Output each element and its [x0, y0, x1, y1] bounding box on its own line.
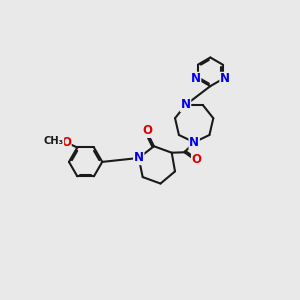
Text: N: N: [189, 136, 199, 149]
Text: CH₃: CH₃: [44, 136, 64, 146]
Text: N: N: [181, 98, 190, 112]
Text: O: O: [143, 124, 153, 137]
Text: N: N: [220, 73, 230, 85]
Text: N: N: [190, 73, 201, 85]
Text: O: O: [61, 136, 71, 149]
Text: N: N: [134, 152, 144, 164]
Text: O: O: [192, 153, 202, 166]
